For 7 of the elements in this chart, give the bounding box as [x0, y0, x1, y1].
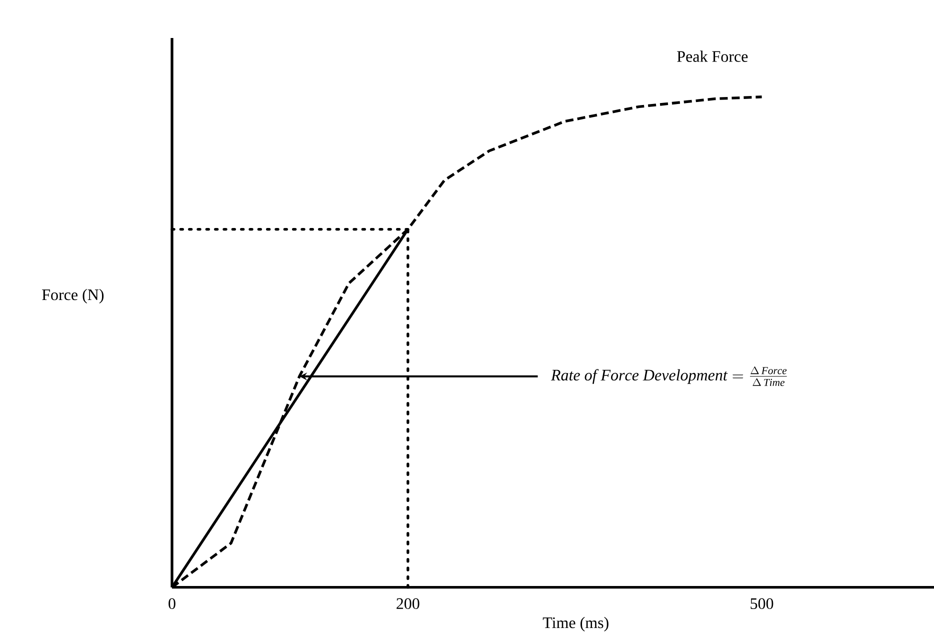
annotation: $\mathit{Rate\ of\ Force\ Development} = \frac{\Delta\,\mathit{Force}}{\Delta\,\mathit{Time}}$ [550, 366, 787, 386]
x-tick-label: 500 [750, 598, 774, 609]
x-tick-label: 0 [168, 598, 176, 609]
y-axis-title: Force (N) [42, 288, 104, 304]
annotation: Peak Force [677, 50, 748, 62]
x-axis-title: Time (ms) [542, 616, 608, 632]
x-tick-label: 200 [396, 598, 420, 609]
